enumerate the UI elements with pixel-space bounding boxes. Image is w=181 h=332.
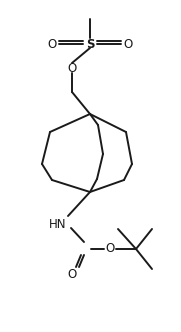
Text: HN: HN — [49, 217, 67, 230]
Text: O: O — [67, 61, 77, 74]
Text: S: S — [86, 38, 94, 50]
Text: O: O — [105, 242, 115, 256]
Text: O: O — [123, 38, 133, 50]
Text: O: O — [67, 268, 77, 281]
Text: O: O — [47, 38, 57, 50]
